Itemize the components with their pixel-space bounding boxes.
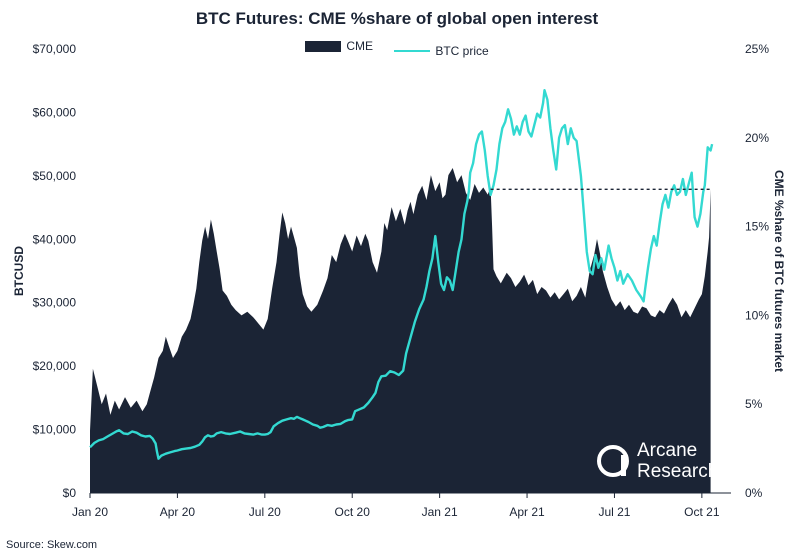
y-left-tick-label: $30,000: [33, 296, 77, 310]
y-left-tick-label: $70,000: [33, 42, 77, 56]
btc-price-line: [89, 88, 714, 460]
y-left-tick-label: $50,000: [33, 169, 77, 183]
legend-swatch-btc: [394, 49, 431, 52]
y-right-tick-label: 15%: [745, 220, 769, 234]
x-tick-label: Jan 20: [72, 505, 108, 519]
x-tick-label: Apr 20: [160, 505, 196, 519]
x-tick-label: Jul 20: [249, 505, 281, 519]
cme-area-layer: [90, 168, 711, 493]
y-left-axis-title: BTCUSD: [12, 246, 26, 296]
y-left-tick-label: $0: [63, 486, 77, 500]
x-tick-label: Oct 20: [335, 505, 371, 519]
cme-share-area: [90, 168, 711, 493]
legend-item-cme: CME: [305, 39, 373, 53]
logo-text-line-1: Arcane: [637, 440, 697, 461]
chart-legend: CME BTC price: [0, 39, 794, 58]
legend-label-cme: CME: [346, 39, 373, 53]
logo-icon-bar: [621, 455, 626, 476]
y-right-tick-label: 10%: [745, 308, 769, 322]
x-tick-label: Jan 21: [422, 505, 458, 519]
source-note: Source: Skew.com: [6, 539, 98, 551]
y-left-tick-label: $10,000: [33, 423, 77, 437]
y-right-tick-label: 0%: [745, 486, 763, 500]
y-right-tick-label: 20%: [745, 131, 769, 145]
y-right-tick-label: 5%: [745, 397, 763, 411]
x-tick-label: Apr 21: [509, 505, 545, 519]
btc-line-layer: [89, 88, 714, 460]
y-right-tick-label: 25%: [745, 42, 769, 56]
arcane-research-logo: Arcane Research: [597, 440, 718, 482]
y-right-axis-title: CME %share of BTC futures market: [772, 170, 786, 372]
y-left-tick-label: $60,000: [33, 105, 77, 119]
chart-title: BTC Futures: CME %share of global open i…: [195, 9, 599, 28]
axes-layer: $0 $10,000 $20,000 $30,000 $40,000 $50,000 $60…: [12, 42, 786, 519]
legend-label-btc: BTC price: [435, 43, 489, 58]
y-left-tick-label: $20,000: [33, 359, 77, 373]
legend-item-btc: BTC price: [394, 43, 489, 58]
logo-icon: [597, 445, 629, 477]
legend-swatch-cme: [305, 40, 342, 52]
x-tick-label: Oct 21: [684, 505, 720, 519]
logo-text-line-2: Research: [637, 461, 718, 482]
y-left-tick-label: $40,000: [33, 232, 77, 246]
x-tick-label: Jul 21: [598, 505, 630, 519]
